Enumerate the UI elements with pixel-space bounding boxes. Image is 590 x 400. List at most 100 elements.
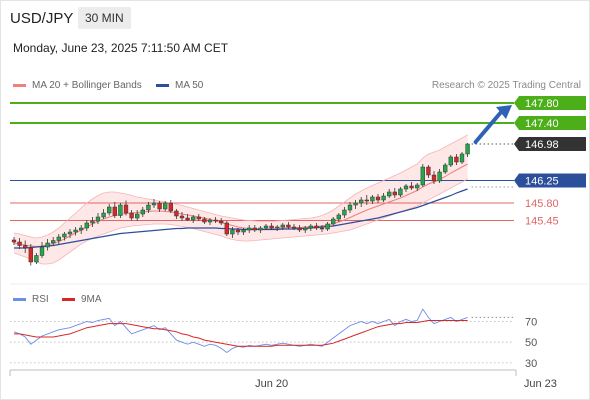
candle-body xyxy=(319,227,325,230)
candle-body xyxy=(23,245,28,249)
candle xyxy=(129,210,134,221)
candle xyxy=(163,201,168,211)
candle xyxy=(174,209,179,219)
candle-body xyxy=(151,202,157,206)
candle xyxy=(73,227,78,236)
rsi-tick-label-30: 30 xyxy=(525,358,537,370)
candle xyxy=(409,182,414,190)
candle-body xyxy=(230,229,235,235)
candle xyxy=(431,171,437,184)
candle-body xyxy=(163,202,168,210)
candle xyxy=(420,164,425,187)
candle xyxy=(252,225,257,232)
candle-body xyxy=(135,213,140,219)
candle xyxy=(342,207,347,218)
candle-body xyxy=(465,143,470,155)
candle-body xyxy=(107,206,112,214)
legend-ma20-bb: MA 20 + Bollinger Bands xyxy=(13,80,142,91)
candle-body xyxy=(308,225,313,229)
candle-body xyxy=(67,231,73,235)
candle-body xyxy=(34,255,39,263)
candle xyxy=(275,225,280,231)
candle-body xyxy=(28,247,33,263)
candle-body xyxy=(353,202,358,206)
level-label-price-2: 146.98 xyxy=(525,139,559,151)
bb-upper-line xyxy=(13,134,468,239)
candle-body xyxy=(168,202,173,212)
rsi-swatch xyxy=(13,297,26,301)
candle xyxy=(375,194,381,203)
candle-body xyxy=(448,156,453,166)
candle xyxy=(207,218,213,225)
candle-body xyxy=(364,199,369,202)
candle xyxy=(269,223,274,230)
candle-body xyxy=(235,229,241,233)
credit-text: Research © 2025 Trading Central xyxy=(431,80,581,91)
candle xyxy=(381,193,386,202)
candle xyxy=(459,152,465,164)
candle xyxy=(443,163,448,174)
candle xyxy=(347,202,353,213)
rsi-ma-swatch xyxy=(62,297,75,301)
candle xyxy=(331,217,336,226)
candle xyxy=(263,224,269,230)
candle xyxy=(219,218,224,225)
candle xyxy=(11,237,17,245)
candle-body xyxy=(409,185,414,189)
candle-body xyxy=(415,184,420,189)
candle xyxy=(168,200,173,213)
candle-body xyxy=(269,225,274,229)
candle xyxy=(157,201,162,212)
candle xyxy=(191,215,196,223)
candle-body xyxy=(426,166,431,176)
candle-body xyxy=(95,216,101,222)
candle xyxy=(51,237,56,246)
candle-body xyxy=(101,212,106,218)
candle xyxy=(353,200,358,209)
candle-body xyxy=(202,218,207,223)
candle-body xyxy=(275,226,280,229)
timeframe-button[interactable]: 30 MIN xyxy=(78,7,131,29)
candle-body xyxy=(303,227,308,231)
candle xyxy=(135,210,140,221)
legend-rsi-ma-label: 9MA xyxy=(81,294,102,305)
candle xyxy=(107,204,112,216)
candle-body xyxy=(403,185,409,190)
candle-body xyxy=(179,215,185,219)
candle-body xyxy=(73,229,78,233)
candle-body xyxy=(454,156,459,163)
candle-body xyxy=(347,204,353,211)
candle xyxy=(230,227,235,238)
candle xyxy=(151,199,157,208)
candle-body xyxy=(258,227,263,231)
candle xyxy=(140,207,145,217)
rsi-ma-line xyxy=(14,320,468,347)
candle xyxy=(314,223,319,230)
candle-body xyxy=(207,219,213,223)
candle xyxy=(241,228,246,235)
candle-body xyxy=(291,226,297,229)
candle-body xyxy=(79,227,84,231)
candle-body xyxy=(129,212,134,219)
candle-body xyxy=(331,218,336,225)
candle-body xyxy=(90,220,95,224)
candle-body xyxy=(375,196,381,201)
symbol-title: USD/JPY xyxy=(10,10,74,27)
candle xyxy=(387,189,392,198)
candle xyxy=(303,226,308,233)
candle-body xyxy=(174,210,179,217)
candle xyxy=(286,222,291,229)
ma50-swatch xyxy=(156,83,169,87)
candle-body xyxy=(241,229,246,233)
candle xyxy=(62,232,67,241)
candle-body xyxy=(224,222,229,235)
candle-body xyxy=(342,209,347,216)
candle-body xyxy=(286,224,291,228)
candle xyxy=(258,226,263,233)
candle xyxy=(308,224,313,231)
candle-body xyxy=(213,219,218,222)
candle xyxy=(34,253,39,264)
candle-body xyxy=(387,191,392,197)
candle-body xyxy=(146,204,151,211)
